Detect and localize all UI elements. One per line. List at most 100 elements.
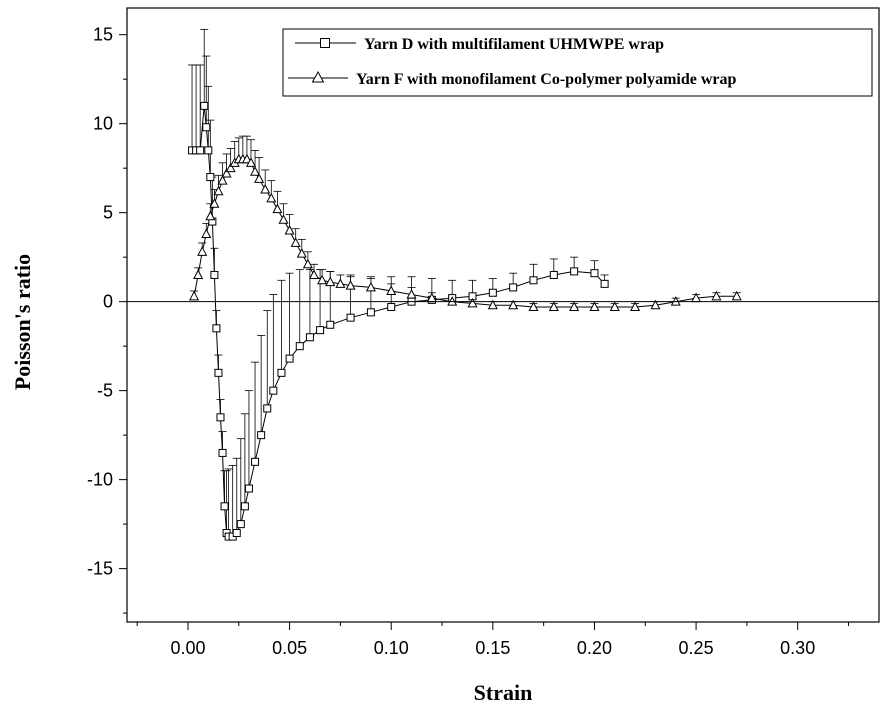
data-point-triangle [193,269,204,279]
x-tick-label: 0.10 [374,638,409,658]
data-point-square [218,448,227,457]
data-point-square [549,270,558,279]
x-tick-label: 0.15 [475,638,510,658]
data-point-triangle [548,301,559,311]
data-point-square [236,520,245,529]
data-point-square [244,484,253,493]
data-point-square [240,502,249,511]
data-point-triangle [731,290,742,301]
x-tick-label: 0.25 [679,638,714,658]
data-point-triangle [365,281,376,292]
data-point-triangle [467,297,478,308]
y-tick-label: -15 [87,559,113,579]
data-point-square [600,279,609,288]
y-tick-label: 5 [103,203,113,223]
data-point-square [387,302,396,311]
data-point-triangle [302,258,313,269]
data-point-triangle [272,203,283,214]
y-axis-title: Poisson's ratio [10,254,35,390]
data-point-triangle [609,301,620,311]
data-point-triangle [325,276,336,287]
data-point-square [212,324,221,333]
series-line-2 [193,158,737,308]
data-point-triangle [345,280,356,290]
data-point-triangle [213,185,224,196]
data-point-triangle [386,285,397,295]
data-point-square [277,368,286,377]
data-point-square [232,529,241,538]
data-point-triangle [335,278,346,288]
data-point-triangle [589,301,600,311]
y-tick-label: 10 [93,114,113,134]
data-point-triangle [245,157,257,167]
y-tick-label: -5 [97,381,113,401]
data-point-triangle [241,153,252,164]
data-point-square [210,270,219,279]
data-point-square [204,146,213,155]
legend-label-series-1: Yarn D with multifilament UHMWPE wrap [364,36,664,53]
data-point-triangle [528,301,539,311]
data-point-square [257,431,266,440]
y-tick-label: 15 [93,25,113,45]
data-point-triangle [278,214,289,224]
x-axis-title: Strain [474,680,533,705]
axes-layer: 0.00 0.05 0.10 0.15 0.20 0.25 0.30 -15 -10 -5 0 5 10… [87,25,879,658]
data-point-triangle [447,296,458,306]
plot-frame [126,7,880,623]
data-point-square [251,457,260,466]
data-point-square [285,354,294,363]
data-point-triangle [296,248,307,258]
data-point-square [269,386,278,395]
data-point-triangle [205,210,216,221]
y-tick-label: -10 [87,470,113,490]
data-point-triangle [250,166,261,176]
series-markers-layer [188,101,742,541]
data-point-square [295,342,304,351]
data-point-triangle [201,228,212,239]
x-tick-label: 0.05 [272,638,307,658]
data-point-triangle [260,183,271,194]
data-point-square [316,326,325,335]
data-point-triangle [508,299,519,310]
data-point-square [509,283,518,292]
data-point-triangle [569,301,580,311]
data-point-square [206,173,215,182]
data-point-triangle [197,246,208,256]
data-point-square [590,269,599,278]
legend: Yarn D with multifilament UHMWPE wrap Ya… [282,28,873,97]
data-point-triangle [254,173,265,183]
data-point-square [488,288,497,297]
data-point-triangle [406,288,417,299]
legend-square-marker [320,38,330,48]
legend-box [282,28,873,97]
data-point-square [326,320,335,329]
data-point-triangle [487,299,498,310]
data-point-square [529,276,538,285]
data-point-triangle [225,162,236,173]
data-point-square [202,123,211,132]
x-tick-label: 0.20 [577,638,612,658]
data-point-triangle [630,301,641,311]
data-point-triangle [317,274,328,285]
data-point-triangle [209,198,220,208]
legend-triangle-marker [311,70,325,83]
data-point-triangle [266,192,277,203]
data-point-triangle [670,296,681,306]
data-point-triangle [290,237,301,247]
data-point-triangle [221,167,232,178]
x-tick-label: 0.00 [170,638,205,658]
data-point-square [220,502,229,511]
data-point-triangle [217,175,228,185]
data-point-triangle [308,269,320,279]
data-point-square [196,146,205,155]
data-point-square [570,267,579,276]
data-point-square [216,413,225,422]
x-tick-label: 0.30 [780,638,815,658]
data-point-triangle [189,290,200,301]
error-bars-layer [188,28,741,537]
y-tick-label: 0 [103,292,113,312]
data-point-triangle [711,290,722,301]
data-point-square [214,368,223,377]
